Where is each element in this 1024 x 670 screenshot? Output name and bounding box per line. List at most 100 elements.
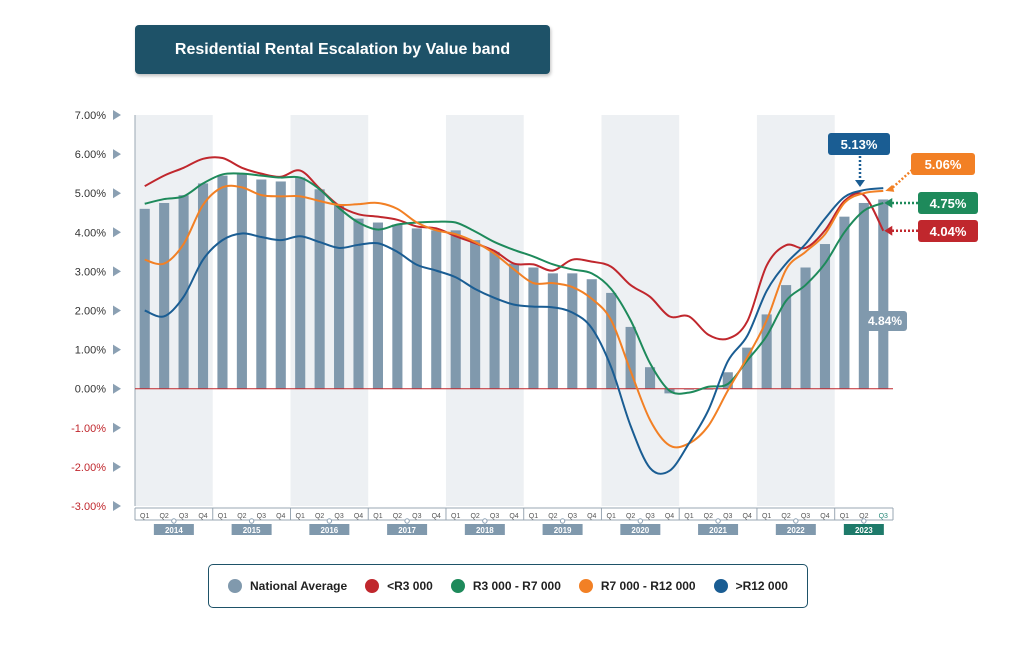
- bar: [314, 189, 325, 389]
- year-box: [153, 524, 194, 535]
- legend: National Average <R3 000 R3 000 - R7 000…: [208, 564, 808, 608]
- year-marker: [482, 518, 488, 524]
- x-tick-label: Q3: [879, 513, 888, 520]
- bar: [470, 240, 481, 389]
- y-tick-arrow: [113, 383, 121, 394]
- bar: [858, 202, 869, 389]
- x-tick-label: Q1: [529, 513, 538, 520]
- x-tick-label: Q3: [801, 513, 810, 520]
- y-tick-label: 4.00%: [75, 227, 106, 239]
- bar: [392, 224, 403, 389]
- y-tick-label: -1.00%: [71, 423, 106, 435]
- leader-arrowhead: [855, 180, 865, 187]
- year-marker: [637, 518, 644, 524]
- x-tick-label: Q4: [276, 513, 285, 520]
- leader-arrowhead: [884, 197, 893, 208]
- y-tick-arrow: [113, 149, 121, 160]
- x-tick-label: Q3: [179, 513, 188, 520]
- y-tick-label: 5.00%: [75, 188, 106, 200]
- x-tick-label: Q1: [684, 513, 693, 520]
- y-tick-arrow: [113, 266, 121, 277]
- year-label: 2023: [855, 526, 873, 535]
- bar: [197, 183, 209, 389]
- x-tick-label: Q2: [159, 513, 168, 520]
- leader-arrowhead: [884, 225, 893, 236]
- year-box: [542, 524, 583, 535]
- x-tick-label: Q2: [781, 513, 790, 520]
- y-tick-label: 3.00%: [75, 266, 106, 278]
- bar: [353, 218, 364, 389]
- year-box: [620, 524, 661, 535]
- x-tick-label: Q3: [645, 513, 654, 520]
- year-marker: [559, 518, 566, 524]
- x-tick-label: Q3: [490, 513, 499, 520]
- x-tick-label: Q4: [509, 513, 518, 520]
- legend-swatch: [365, 579, 380, 593]
- bar: [606, 292, 617, 389]
- legend-swatch: [450, 579, 465, 593]
- bar: [722, 372, 733, 389]
- legend-item-national: National Average: [227, 579, 347, 593]
- year-box: [309, 524, 350, 535]
- x-tick-label: Q3: [723, 513, 732, 520]
- year-label: 2014: [165, 526, 183, 535]
- x-tick-label: Q2: [859, 513, 868, 520]
- year-marker: [793, 518, 799, 524]
- x-tick-label: Q1: [840, 513, 849, 520]
- year-box: [464, 524, 505, 535]
- bar: [508, 263, 520, 389]
- legend-swatch: [227, 579, 242, 593]
- year-label: 2021: [709, 526, 727, 535]
- y-tick-label: -2.00%: [71, 462, 106, 474]
- callout-r7000-r12000: 5.06%: [911, 153, 975, 175]
- x-tick-label: Q3: [568, 513, 577, 520]
- y-tick-label: 1.00%: [75, 345, 106, 357]
- x-tick-label: Q1: [373, 513, 382, 520]
- legend-item-gt-r12000: >R12 000: [713, 579, 788, 593]
- line-lt-r3000: [144, 156, 885, 341]
- year-box: [775, 524, 816, 535]
- year-marker: [715, 518, 721, 524]
- year-label: 2019: [554, 526, 572, 535]
- bar: [644, 367, 656, 389]
- legend-item-r7000-r12000: R7 000 - R12 000: [578, 579, 696, 593]
- bar: [567, 273, 578, 389]
- callout-r3000-r7000: 4.75%: [918, 192, 978, 214]
- y-tick-arrow: [113, 227, 121, 238]
- x-tick-label: Q2: [470, 513, 479, 520]
- x-tick-label: Q4: [354, 513, 363, 520]
- y-tick-arrow: [113, 461, 121, 472]
- x-tick-label: Q1: [140, 513, 149, 520]
- y-tick-arrow: [113, 422, 121, 433]
- legend-item-lt-r3000: <R3 000: [365, 579, 433, 593]
- y-tick-label: 7.00%: [75, 110, 106, 122]
- bar: [431, 230, 442, 389]
- line-r3000-r7000: [144, 172, 884, 395]
- bar: [781, 285, 792, 389]
- y-tick-label: -3.00%: [71, 501, 106, 513]
- x-tick-label: Q2: [315, 513, 324, 520]
- year-marker: [861, 518, 867, 524]
- year-label: 2020: [631, 526, 649, 535]
- bar: [139, 208, 150, 389]
- legend-swatch: [578, 579, 593, 593]
- bar: [547, 273, 558, 389]
- year-marker: [248, 518, 255, 524]
- legend-label: <R3 000: [387, 579, 433, 593]
- x-tick-label: Q4: [198, 513, 207, 520]
- bar: [256, 179, 267, 389]
- bar: [450, 230, 461, 389]
- bar: [159, 202, 170, 389]
- x-tick-label: Q4: [820, 513, 829, 520]
- year-box: [698, 524, 739, 535]
- legend-label: R3 000 - R7 000: [472, 579, 561, 593]
- x-tick-label: Q1: [762, 513, 771, 520]
- y-tick-arrow: [113, 344, 121, 355]
- bar: [236, 173, 247, 389]
- bar: [761, 314, 772, 389]
- x-tick-label: Q1: [296, 513, 305, 520]
- line-gt-r12000: [144, 187, 884, 475]
- year-label: 2016: [320, 526, 338, 535]
- x-tick-label: Q4: [665, 513, 674, 520]
- bar: [489, 251, 500, 389]
